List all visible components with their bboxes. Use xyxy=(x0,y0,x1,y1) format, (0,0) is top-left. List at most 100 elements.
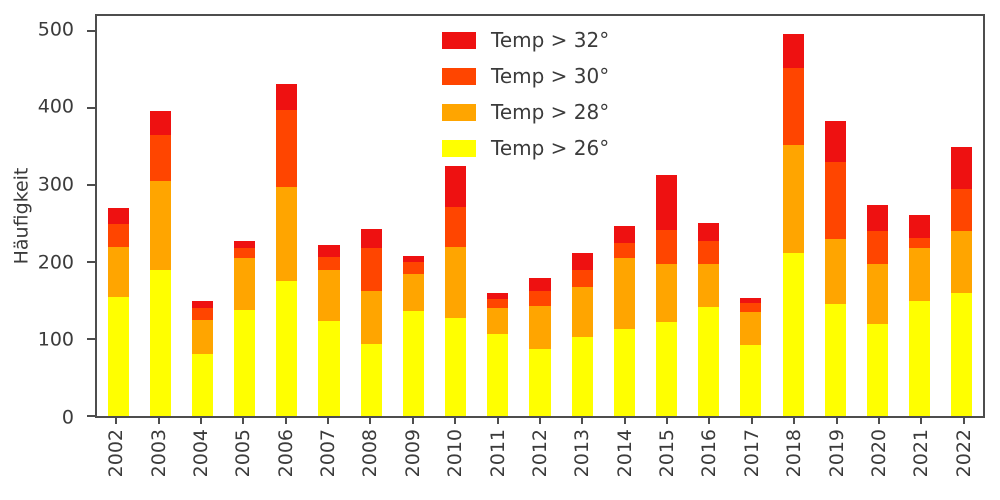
bar-segment xyxy=(866,231,889,265)
y-tick-label: 300 xyxy=(37,173,74,196)
x-tick-label: 2013 xyxy=(571,429,594,478)
legend-label: Temp > 30° xyxy=(491,64,610,88)
bar-segment xyxy=(487,308,509,334)
x-tick-mark xyxy=(538,418,541,424)
bar-segment xyxy=(740,302,762,313)
bar-segment xyxy=(234,309,256,416)
bar-segment xyxy=(571,286,593,337)
y-tick-label: 200 xyxy=(37,251,74,274)
bar-segment xyxy=(782,252,804,416)
x-tick-mark xyxy=(327,418,330,424)
x-tick-cell: 2021 xyxy=(900,418,942,498)
bar-2013 xyxy=(561,16,603,416)
x-tick-cell: 2008 xyxy=(349,418,391,498)
bar-segment xyxy=(782,68,804,146)
x-tick-label: 2016 xyxy=(698,429,721,478)
bar-segment xyxy=(655,175,678,230)
bar-2004 xyxy=(181,16,223,416)
x-tick-cell: 2004 xyxy=(180,418,222,498)
bar-2007 xyxy=(308,16,350,416)
bar-segment xyxy=(487,333,509,416)
bar-segment xyxy=(951,189,973,232)
bar-2002 xyxy=(97,16,139,416)
bar-segment xyxy=(824,162,846,240)
bar-2009 xyxy=(392,16,434,416)
bar-segment xyxy=(740,312,762,346)
bar-2015 xyxy=(645,16,687,416)
x-tick-mark xyxy=(157,418,160,424)
legend-item: Temp > 28° xyxy=(442,100,609,124)
bar-segment xyxy=(571,252,593,270)
bar-segment xyxy=(866,204,889,232)
x-tick-label: 2003 xyxy=(147,429,170,478)
bar-segment xyxy=(276,186,298,282)
x-tick-cell: 2011 xyxy=(476,418,518,498)
bar-segment xyxy=(234,241,256,249)
bar-segment xyxy=(824,239,846,305)
x-tick-mark xyxy=(750,418,753,424)
bar-segment xyxy=(360,248,382,291)
legend: Temp > 32° Temp > 30° Temp > 28° Temp > 26° xyxy=(442,28,609,160)
bar-2014 xyxy=(603,16,645,416)
bar-segment xyxy=(487,292,509,300)
bar-segment xyxy=(866,264,889,324)
bar-2019 xyxy=(814,16,856,416)
x-tick-mark xyxy=(284,418,287,424)
x-tick-label: 2007 xyxy=(317,429,340,478)
x-tick-cell: 2005 xyxy=(222,418,264,498)
x-axis-tick-labels: 2002 2003 2004 2005 2006 2007 2008 2009 2010 2011… xyxy=(95,418,985,498)
plot-area: Temp > 32° Temp > 30° Temp > 28° Temp > 26° xyxy=(87,14,985,418)
bar-segment xyxy=(191,308,214,320)
bar-segment xyxy=(613,329,635,416)
bar-segment xyxy=(107,208,129,224)
y-tick-label: 0 xyxy=(61,406,74,429)
bar-segment xyxy=(107,223,129,247)
x-tick-label: 2019 xyxy=(825,429,848,478)
x-tick-label: 2022 xyxy=(952,429,975,478)
bar-segment xyxy=(909,300,931,416)
bar-segment xyxy=(824,121,846,163)
x-tick-mark xyxy=(454,418,457,424)
bar-segment xyxy=(402,310,424,416)
bar-segment xyxy=(149,110,171,136)
bar-2011 xyxy=(477,16,519,416)
bar-segment xyxy=(445,206,467,247)
x-tick-label: 2005 xyxy=(232,429,255,478)
x-tick-cell: 2012 xyxy=(519,418,561,498)
bar-segment xyxy=(149,181,171,270)
bar-segment xyxy=(655,322,678,416)
bar-segment xyxy=(740,297,762,303)
x-tick-cell: 2010 xyxy=(434,418,476,498)
bar-2016 xyxy=(688,16,730,416)
bar-segment xyxy=(149,135,171,182)
x-tick-label: 2018 xyxy=(783,429,806,478)
bar-2008 xyxy=(350,16,392,416)
x-tick-cell: 2020 xyxy=(858,418,900,498)
bar-segment xyxy=(613,242,635,259)
bar-segment xyxy=(951,231,973,293)
bar-segment xyxy=(740,345,762,416)
bar-segment xyxy=(951,146,973,190)
bar-segment xyxy=(276,83,298,110)
x-tick-label: 2009 xyxy=(401,429,424,478)
bar-segment xyxy=(909,248,931,301)
x-tick-mark xyxy=(242,418,245,424)
legend-label: Temp > 32° xyxy=(491,28,610,52)
bar-segment xyxy=(866,323,889,416)
x-tick-cell: 2016 xyxy=(688,418,730,498)
bar-segment xyxy=(613,226,635,243)
y-tick-mark xyxy=(87,30,95,33)
bar-segment xyxy=(782,33,804,69)
bar-segment xyxy=(191,300,214,309)
bar-segment xyxy=(402,273,424,311)
x-tick-mark xyxy=(793,418,796,424)
bar-2020 xyxy=(856,16,898,416)
x-tick-mark xyxy=(411,418,414,424)
x-tick-label: 2004 xyxy=(189,429,212,478)
bar-segment xyxy=(149,269,171,416)
y-tick-mark xyxy=(87,415,95,417)
bar-segment xyxy=(318,321,340,416)
x-tick-label: 2010 xyxy=(444,429,467,478)
bar-segment xyxy=(318,245,340,257)
